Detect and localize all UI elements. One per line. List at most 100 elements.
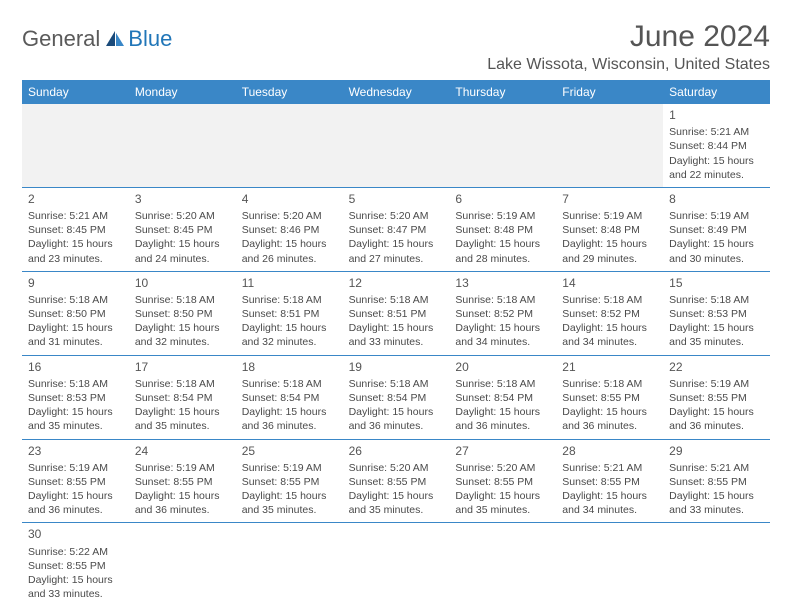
day-d1: Daylight: 15 hours: [349, 237, 444, 251]
day-sunset: Sunset: 8:48 PM: [562, 223, 657, 237]
day-cell: 27Sunrise: 5:20 AMSunset: 8:55 PMDayligh…: [449, 440, 556, 523]
day-sunrise: Sunrise: 5:20 AM: [349, 209, 444, 223]
day-sunset: Sunset: 8:55 PM: [242, 475, 337, 489]
day-d1: Daylight: 15 hours: [242, 405, 337, 419]
day-d2: and 36 minutes.: [28, 503, 123, 517]
day-cell: 7Sunrise: 5:19 AMSunset: 8:48 PMDaylight…: [556, 188, 663, 271]
day-sunrise: Sunrise: 5:18 AM: [562, 377, 657, 391]
day-d1: Daylight: 15 hours: [669, 154, 764, 168]
day-sunset: Sunset: 8:54 PM: [242, 391, 337, 405]
day-d2: and 34 minutes.: [562, 335, 657, 349]
logo-sail-icon: [104, 29, 126, 49]
week-row: 2Sunrise: 5:21 AMSunset: 8:45 PMDaylight…: [22, 188, 770, 272]
day-d1: Daylight: 15 hours: [242, 489, 337, 503]
blank-day-cell: [22, 104, 129, 187]
day-number: 30: [28, 526, 123, 542]
day-cell: 26Sunrise: 5:20 AMSunset: 8:55 PMDayligh…: [343, 440, 450, 523]
day-d1: Daylight: 15 hours: [135, 489, 230, 503]
day-sunset: Sunset: 8:51 PM: [349, 307, 444, 321]
day-cell: 2Sunrise: 5:21 AMSunset: 8:45 PMDaylight…: [22, 188, 129, 271]
day-sunrise: Sunrise: 5:20 AM: [349, 461, 444, 475]
day-d2: and 36 minutes.: [242, 419, 337, 433]
weeks-container: 1Sunrise: 5:21 AMSunset: 8:44 PMDaylight…: [22, 104, 770, 606]
weekday-header: Wednesday: [343, 80, 450, 104]
day-number: 25: [242, 443, 337, 459]
day-d1: Daylight: 15 hours: [28, 405, 123, 419]
day-number: 10: [135, 275, 230, 291]
day-d1: Daylight: 15 hours: [349, 405, 444, 419]
logo-text-blue: Blue: [128, 26, 172, 52]
day-d1: Daylight: 15 hours: [669, 489, 764, 503]
day-number: 2: [28, 191, 123, 207]
day-cell: 29 Sunrise: 5:21 AMSunset: 8:55 PMDayligh…: [663, 440, 770, 523]
day-sunrise: Sunrise: 5:18 AM: [28, 293, 123, 307]
day-sunrise: Sunrise: 5:18 AM: [455, 293, 550, 307]
day-number: 23: [28, 443, 123, 459]
day-d2: and 33 minutes.: [349, 335, 444, 349]
day-number: 8: [669, 191, 764, 207]
day-cell: 14Sunrise: 5:18 AMSunset: 8:52 PMDayligh…: [556, 272, 663, 355]
day-d1: Daylight: 15 hours: [669, 405, 764, 419]
day-cell: 22Sunrise: 5:19 AMSunset: 8:55 PMDayligh…: [663, 356, 770, 439]
day-cell: 1Sunrise: 5:21 AMSunset: 8:44 PMDaylight…: [663, 104, 770, 187]
blank-day-cell: [556, 104, 663, 187]
day-d2: and 33 minutes.: [28, 587, 123, 601]
day-number: 6: [455, 191, 550, 207]
day-sunrise: Sunrise: 5:18 AM: [455, 377, 550, 391]
day-d1: Daylight: 15 hours: [135, 321, 230, 335]
day-sunset: Sunset: 8:54 PM: [135, 391, 230, 405]
day-number: 29: [669, 443, 764, 459]
weekday-header: Thursday: [449, 80, 556, 104]
day-sunrise: Sunrise: 5:19 AM: [455, 209, 550, 223]
day-sunrise: Sunrise: 5:21 AM: [669, 461, 764, 475]
day-number: 3: [135, 191, 230, 207]
day-d2: and 27 minutes.: [349, 252, 444, 266]
day-sunrise: Sunrise: 5:19 AM: [135, 461, 230, 475]
day-number: 18: [242, 359, 337, 375]
day-sunset: Sunset: 8:45 PM: [28, 223, 123, 237]
day-sunset: Sunset: 8:52 PM: [455, 307, 550, 321]
day-d1: Daylight: 15 hours: [455, 489, 550, 503]
day-sunset: Sunset: 8:48 PM: [455, 223, 550, 237]
day-d1: Daylight: 15 hours: [562, 321, 657, 335]
day-sunrise: Sunrise: 5:18 AM: [349, 377, 444, 391]
header: General Blue June 2024 Lake Wissota, Wis…: [22, 20, 770, 74]
day-number: 14: [562, 275, 657, 291]
day-sunset: Sunset: 8:53 PM: [669, 307, 764, 321]
day-sunrise: Sunrise: 5:20 AM: [242, 209, 337, 223]
day-d2: and 29 minutes.: [562, 252, 657, 266]
day-sunset: Sunset: 8:55 PM: [28, 475, 123, 489]
day-number: 16: [28, 359, 123, 375]
month-title: June 2024: [487, 20, 770, 54]
day-sunset: Sunset: 8:55 PM: [135, 475, 230, 489]
day-cell: 17Sunrise: 5:18 AMSunset: 8:54 PMDayligh…: [129, 356, 236, 439]
day-number: 11: [242, 275, 337, 291]
day-d2: and 35 minutes.: [242, 503, 337, 517]
day-sunrise: Sunrise: 5:19 AM: [242, 461, 337, 475]
day-d2: and 28 minutes.: [455, 252, 550, 266]
day-sunrise: Sunrise: 5:19 AM: [669, 209, 764, 223]
blank-day-cell: [129, 104, 236, 187]
blank-day-cell: [343, 523, 450, 606]
day-cell: 11Sunrise: 5:18 AMSunset: 8:51 PMDayligh…: [236, 272, 343, 355]
day-cell: 23Sunrise: 5:19 AMSunset: 8:55 PMDayligh…: [22, 440, 129, 523]
day-d2: and 23 minutes.: [28, 252, 123, 266]
day-sunset: Sunset: 8:55 PM: [669, 391, 764, 405]
day-sunrise: Sunrise: 5:18 AM: [562, 293, 657, 307]
weekday-header-row: SundayMondayTuesdayWednesdayThursdayFrid…: [22, 80, 770, 104]
day-cell: 5Sunrise: 5:20 AMSunset: 8:47 PMDaylight…: [343, 188, 450, 271]
day-cell: 24Sunrise: 5:19 AMSunset: 8:55 PMDayligh…: [129, 440, 236, 523]
day-sunset: Sunset: 8:44 PM: [669, 139, 764, 153]
day-d1: Daylight: 15 hours: [28, 573, 123, 587]
blank-day-cell: [556, 523, 663, 606]
day-d1: Daylight: 15 hours: [562, 405, 657, 419]
day-sunrise: Sunrise: 5:18 AM: [135, 377, 230, 391]
day-d2: and 32 minutes.: [135, 335, 230, 349]
weekday-header: Tuesday: [236, 80, 343, 104]
day-cell: 12Sunrise: 5:18 AMSunset: 8:51 PMDayligh…: [343, 272, 450, 355]
logo: General Blue: [22, 26, 172, 52]
day-sunset: Sunset: 8:55 PM: [669, 475, 764, 489]
day-sunrise: Sunrise: 5:20 AM: [455, 461, 550, 475]
day-d2: and 31 minutes.: [28, 335, 123, 349]
day-cell: 8Sunrise: 5:19 AMSunset: 8:49 PMDaylight…: [663, 188, 770, 271]
